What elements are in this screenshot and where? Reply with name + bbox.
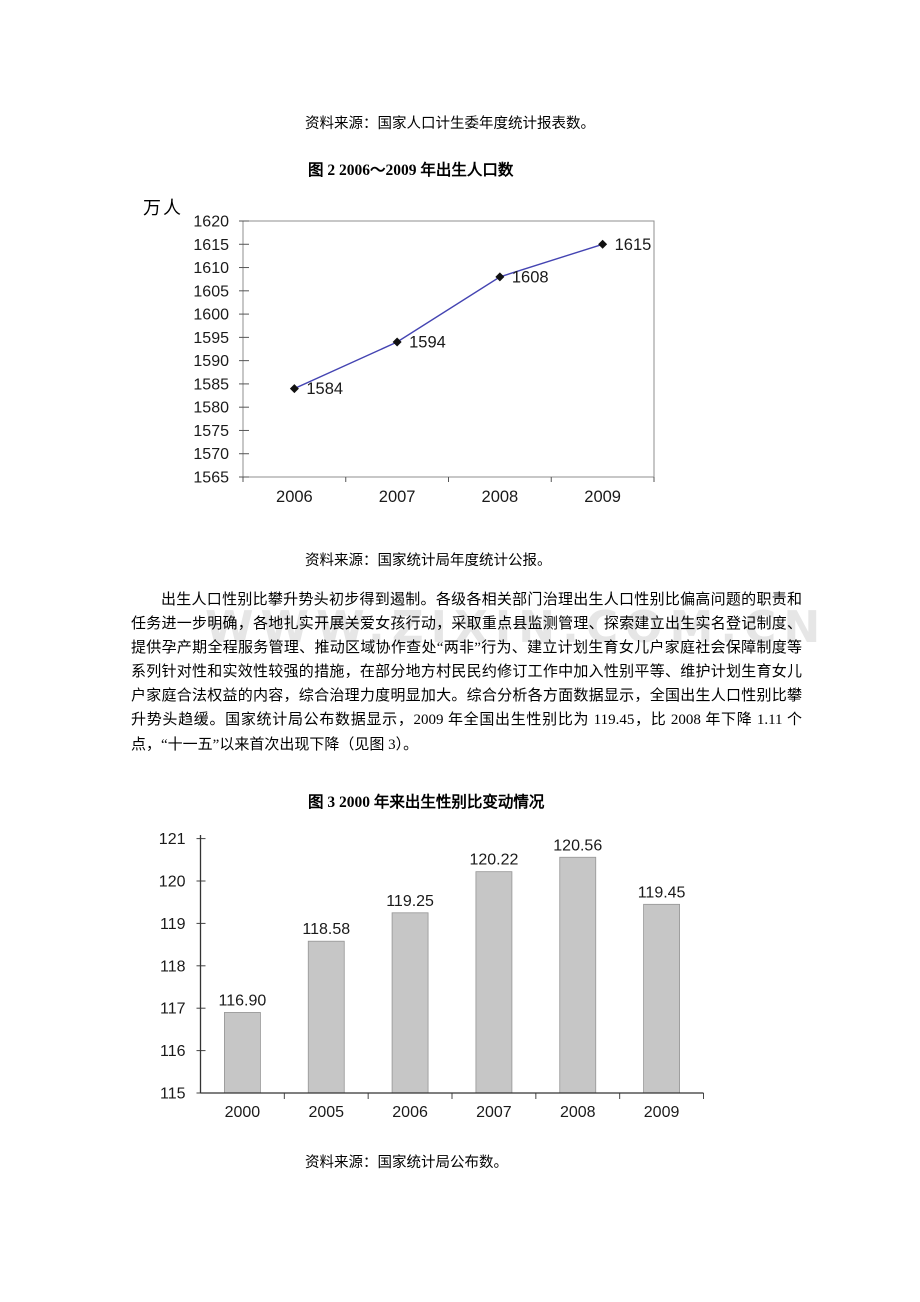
bar-chart: 115 116 117 118 119 120 121 116.90 2000 118.58 200… [159, 831, 704, 1121]
figure3-title: 图 3 2000 年来出生性别比变动情况 [308, 794, 545, 811]
x-tick-label: 2000 [225, 1104, 261, 1121]
source-note-3: 资料来源：国家统计局公布数。 [305, 1155, 508, 1171]
y-tick-label: 1610 [193, 260, 229, 277]
y-tick-label: 1605 [193, 283, 229, 300]
source-note-1: 资料来源：国家人口计生委年度统计报表数。 [305, 116, 595, 132]
x-tick-label: 2009 [584, 488, 621, 506]
y-tick-label: 1615 [193, 237, 229, 254]
y-tick-label: 1590 [193, 353, 229, 370]
bar [559, 856, 597, 1094]
y-tick-label: 120 [159, 874, 186, 891]
y-tick-label: 118 [160, 958, 186, 975]
bar [391, 912, 429, 1094]
x-tick-label: 2006 [276, 488, 313, 506]
y-tick-label: 1575 [193, 423, 229, 440]
data-point-marker [598, 239, 608, 249]
y-tick-label: 1565 [193, 470, 229, 487]
bar-value-label: 119.25 [386, 893, 434, 910]
y-tick-label: 119 [160, 916, 186, 933]
y-axis-unit-label: 万人 [143, 198, 183, 218]
y-tick-label: 1620 [193, 214, 229, 231]
x-tick-label: 2006 [392, 1104, 428, 1121]
bar [307, 940, 345, 1094]
data-point-marker [392, 337, 402, 347]
x-tick-label: 2008 [482, 488, 519, 506]
series-line [294, 243, 603, 390]
line-chart: 1565 1570 1575 1580 1585 1590 1595 1600 1605 1610… [193, 214, 655, 506]
data-point-label: 1594 [409, 334, 446, 352]
bar [475, 871, 513, 1094]
data-point-label: 1608 [512, 268, 549, 286]
bar-value-label: 120.22 [469, 852, 518, 869]
y-tick-label: 1600 [193, 307, 229, 324]
data-point-marker [495, 272, 505, 282]
data-point-label: 1615 [615, 236, 652, 254]
bar-value-label: 119.45 [638, 884, 686, 901]
y-tick-label: 116 [160, 1043, 186, 1060]
x-tick-label: 2005 [308, 1104, 344, 1121]
data-point-label: 1584 [306, 380, 343, 398]
bar [224, 1012, 261, 1094]
y-tick-label: 117 [160, 1001, 186, 1018]
plot-border [242, 220, 655, 478]
y-tick-label: 115 [160, 1086, 186, 1103]
x-tick-label: 2008 [560, 1104, 596, 1121]
y-tick-label: 1580 [193, 400, 229, 417]
bar [643, 903, 680, 1094]
x-tick-label: 2007 [379, 488, 416, 506]
y-tick-label: 1595 [193, 330, 229, 347]
figure2-title: 图 2 2006～2009 年出生人口数 [308, 162, 514, 179]
y-tick-label: 1570 [193, 446, 229, 463]
watermark: WWW.ZIXIN.COM.CN [205, 602, 828, 653]
bar-value-label: 120.56 [553, 837, 602, 854]
y-tick-label: 121 [159, 831, 186, 848]
data-point-marker [289, 384, 299, 394]
body-paragraph: 出生人口性别比攀升势头初步得到遏制。各级各相关部门治理出生人口性别比偏高问题的职… [131, 592, 802, 753]
source-note-2: 资料来源：国家统计局年度统计公报。 [305, 553, 552, 569]
x-tick-label: 2009 [644, 1104, 680, 1121]
y-tick-label: 1585 [193, 376, 229, 393]
bar-value-label: 116.90 [219, 992, 267, 1009]
x-tick-label: 2007 [476, 1104, 512, 1121]
bar-value-label: 118.58 [302, 921, 350, 938]
